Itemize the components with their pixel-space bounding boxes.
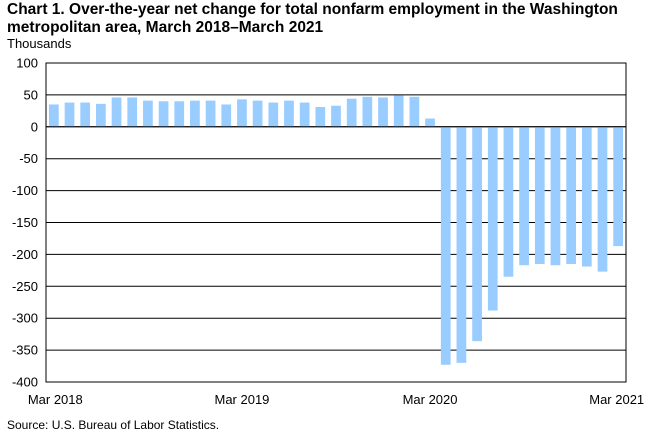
bar (440, 126, 451, 365)
bar (80, 102, 91, 127)
y-tick-label: -150 (12, 215, 38, 230)
bar (409, 96, 420, 127)
bar (299, 102, 310, 127)
bar (456, 126, 467, 363)
bar (268, 102, 279, 127)
x-tick-label: Mar 2018 (28, 392, 83, 407)
bar (597, 126, 608, 272)
x-tick-label: Mar 2019 (214, 392, 269, 407)
bar (190, 100, 200, 127)
bar (174, 101, 185, 127)
bar (487, 126, 498, 311)
bar (550, 126, 561, 266)
bar (425, 118, 435, 127)
y-tick-label: -100 (12, 183, 38, 198)
bar (378, 97, 388, 127)
bar (534, 126, 545, 264)
y-axis-tick-labels: 100 50 0 -50 -100 -150 -200 -250 -300 -350 -400 (12, 56, 38, 390)
plot-area-border (45, 62, 627, 383)
y-tick-label: 100 (16, 56, 38, 71)
x-tick-label: Mar 2020 (403, 392, 458, 407)
bar (237, 99, 247, 127)
bar (581, 126, 592, 267)
source-note: Source: U.S. Bureau of Labor Statistics. (7, 418, 220, 432)
x-tick-label: Mar 2021 (589, 392, 644, 407)
bar (64, 102, 75, 127)
bar (205, 100, 216, 127)
bar (613, 126, 624, 247)
x-axis-tick-labels: Mar 2018 Mar 2019 Mar 2020 Mar 2021 (28, 392, 644, 407)
bar (96, 103, 106, 127)
bar (48, 104, 59, 127)
bar (566, 126, 576, 264)
y-tick-label: -50 (19, 151, 38, 166)
bar (331, 105, 341, 127)
bar (503, 126, 514, 277)
y-axis-unit-label: Thousands (7, 36, 72, 51)
bar (252, 100, 263, 127)
bar (221, 104, 232, 127)
bar (315, 107, 326, 127)
bar (111, 97, 122, 127)
bar (393, 95, 404, 127)
bar (127, 97, 138, 127)
bar (519, 126, 529, 266)
y-tick-label: -350 (12, 343, 38, 358)
bar (472, 126, 482, 342)
y-tick-label: -300 (12, 311, 38, 326)
bar (158, 101, 169, 127)
y-tick-label: -250 (12, 279, 38, 294)
bar (362, 96, 373, 127)
chart-title: Chart 1. Over-the-year net change for to… (7, 1, 618, 36)
y-tick-label: -200 (12, 247, 38, 262)
y-tick-label: 50 (24, 87, 38, 102)
bar (346, 98, 357, 127)
y-tick-label: 0 (31, 119, 38, 134)
bar (284, 100, 294, 127)
y-tick-label: -400 (12, 375, 38, 390)
bar-series (46, 95, 626, 365)
bar (143, 100, 153, 127)
